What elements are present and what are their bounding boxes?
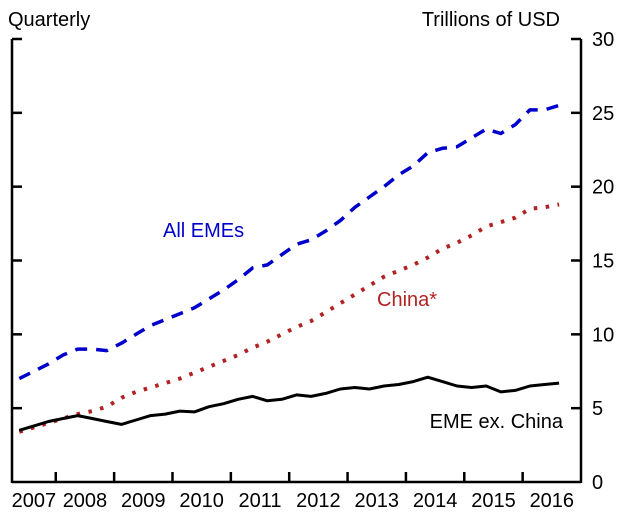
- right-header-label: Trillions of USD: [422, 9, 560, 31]
- y-tick-label: 30: [592, 29, 614, 51]
- y-tick-label: 15: [592, 251, 614, 273]
- y-tick-label: 0: [592, 472, 603, 494]
- x-tick-label: 2009: [121, 490, 166, 512]
- x-tick-label: 2007: [12, 490, 57, 512]
- series-label-china: China*: [377, 289, 437, 311]
- series-label-all-emes: All EMEs: [163, 220, 244, 242]
- x-tick-label: 2012: [296, 490, 341, 512]
- x-tick-label: 2008: [63, 490, 108, 512]
- x-axis-ticks: 2007 2008 2009 2010 2011 2012 2013 2014 2015 2016: [12, 472, 574, 512]
- y-axis-ticks: 0 5 10 15 20 25 30: [12, 29, 614, 494]
- x-tick-label: 2010: [179, 490, 224, 512]
- y-tick-label: 20: [592, 177, 614, 199]
- series-line-eme-ex-china: [18, 375, 560, 432]
- left-header-label: Quarterly: [8, 9, 90, 31]
- series-line-all-emes: [18, 103, 560, 381]
- x-tick-label: 2015: [471, 490, 516, 512]
- x-tick-label: 2013: [354, 490, 399, 512]
- series-layer: [18, 103, 560, 434]
- y-tick-label: 5: [592, 398, 603, 420]
- y-tick-label: 10: [592, 324, 614, 346]
- series-label-eme-ex-china: EME ex. China: [430, 411, 564, 433]
- x-tick-label: 2016: [530, 490, 575, 512]
- series-line-china: [18, 202, 560, 434]
- x-tick-label: 2011: [239, 490, 282, 512]
- x-tick-label: 2014: [413, 490, 458, 512]
- y-tick-label: 25: [592, 103, 614, 125]
